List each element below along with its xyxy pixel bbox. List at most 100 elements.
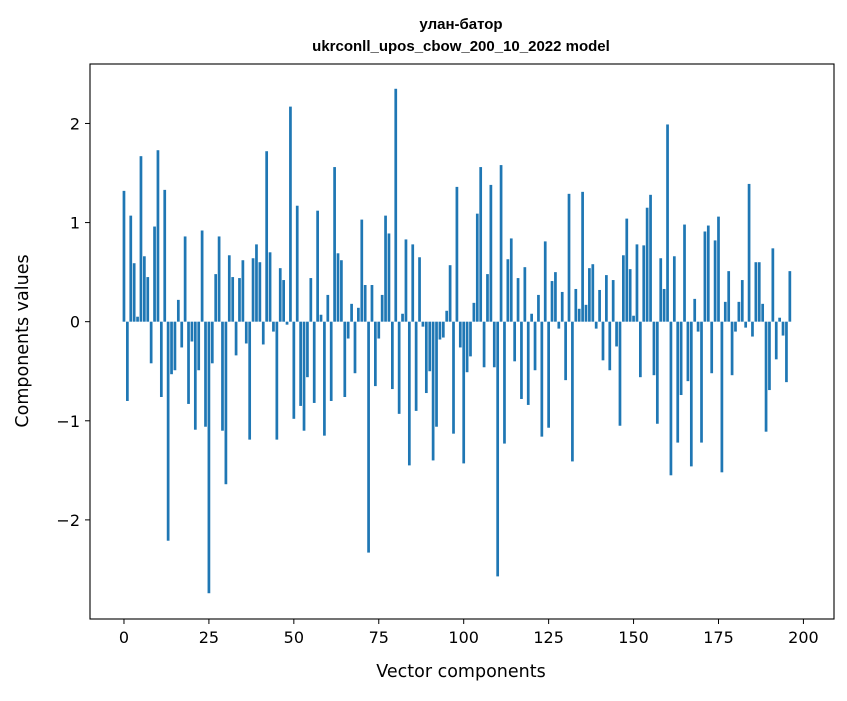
bar-182 [740,280,744,322]
plot-frame [89,63,835,620]
bar-72 [367,321,370,553]
bar-129 [560,291,564,322]
bar-144 [611,280,615,322]
bar-137 [588,268,591,322]
bar-163 [676,321,680,443]
bar-60 [326,294,330,322]
bar-190 [768,321,771,391]
bar-13 [166,321,170,541]
bar-87 [418,257,421,322]
bar-61 [329,321,333,401]
bar-80 [394,88,398,322]
bar-21 [193,321,197,430]
bar-5 [139,156,143,322]
bar-26 [210,321,214,364]
bar-52 [299,321,302,406]
bar-181 [737,301,741,322]
bar-131 [567,193,571,322]
bar-166 [686,321,690,382]
bar-29 [221,321,224,431]
bar-123 [540,321,544,437]
bar-57 [316,210,319,322]
bar-110 [496,321,500,577]
bar-130 [564,321,567,381]
bar-16 [176,299,180,322]
bar-49 [289,106,292,322]
bar-65 [343,321,347,397]
bar-155 [649,194,652,322]
bar-113 [506,259,510,322]
bar-115 [513,321,517,362]
bar-85 [411,244,415,322]
bar-106 [482,321,486,368]
bar-161 [669,321,673,476]
bar-54 [306,321,309,378]
bar-39 [255,244,258,322]
bar-81 [397,321,401,414]
x-axis-label: Vector components [376,662,545,682]
bar-6 [143,256,146,322]
bar-124 [543,241,547,322]
bar-191 [771,248,775,322]
bar-7 [146,277,150,322]
bar-96 [448,265,452,322]
x-tick-label: 200 [788,628,819,647]
bar-34 [238,278,241,322]
bar-88 [421,321,425,327]
bar-78 [387,233,391,322]
bar-142 [605,275,608,322]
bar-22 [197,321,201,371]
bar-86 [414,321,418,411]
bar-186 [754,262,758,322]
bar-70 [360,219,364,322]
bar-150 [632,315,635,322]
bar-102 [469,321,472,357]
bar-120 [530,313,533,322]
bar-48 [285,321,289,325]
bar-93 [438,321,442,340]
bar-112 [503,321,506,444]
bar-18 [183,236,187,322]
bar-189 [764,321,768,432]
bar-99 [458,321,462,348]
bar-160 [666,124,669,322]
bar-67 [350,303,353,322]
bar-83 [404,239,408,322]
bar-4 [136,316,139,322]
bar-178 [727,271,731,322]
bar-177 [723,301,727,322]
bar-174 [713,240,717,322]
bar-82 [401,313,404,322]
bar-31 [227,255,231,322]
bar-94 [441,321,445,338]
bar-169 [696,321,700,332]
bar-38 [251,258,255,322]
bar-45 [275,321,279,440]
bar-24 [204,321,207,427]
bar-92 [435,321,438,427]
bar-77 [384,215,387,322]
bar-125 [547,321,550,428]
bar-185 [751,321,754,337]
bar-108 [489,184,493,322]
bar-171 [703,231,707,322]
y-tick-label: 2 [70,114,80,133]
bar-56 [312,321,316,403]
bar-141 [601,321,605,361]
bar-143 [608,321,612,371]
bar-75 [377,321,381,339]
x-axis: 0 25 50 75 100 125 150 175 200 [119,619,819,647]
bar-111 [499,165,503,322]
bar-145 [615,321,618,347]
bar-138 [591,264,595,322]
bar-173 [710,321,714,374]
bar-66 [346,321,350,339]
bar-3 [132,263,136,322]
bar-118 [523,267,527,322]
y-tick-label: −1 [56,412,80,431]
bar-121 [533,321,537,371]
bar-20 [190,321,194,342]
bar-126 [550,281,554,322]
bar-109 [492,321,496,368]
